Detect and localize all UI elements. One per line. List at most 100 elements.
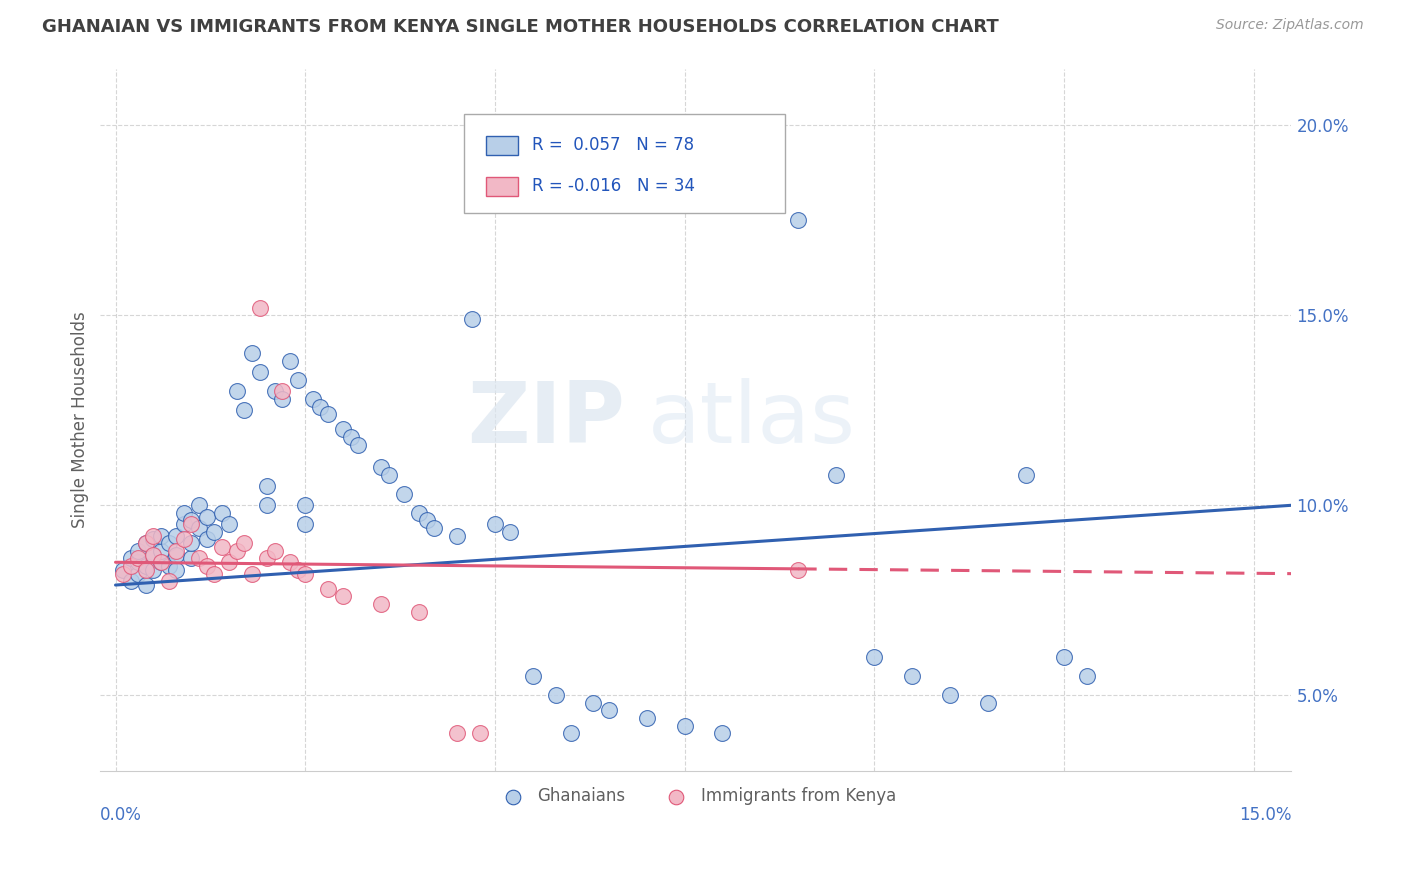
Point — [180, 536, 202, 550]
Point — [522, 669, 544, 683]
Point — [135, 578, 157, 592]
Point — [408, 605, 430, 619]
FancyBboxPatch shape — [464, 114, 785, 212]
Point — [135, 559, 157, 574]
Point — [339, 430, 361, 444]
Point — [711, 726, 734, 740]
Point — [165, 563, 187, 577]
Point — [316, 407, 339, 421]
Y-axis label: Single Mother Households: Single Mother Households — [72, 311, 89, 528]
Point — [415, 513, 437, 527]
Point — [316, 582, 339, 596]
Point — [749, 156, 772, 170]
Point — [150, 544, 173, 558]
Point — [271, 392, 294, 406]
Point — [294, 517, 316, 532]
Point — [202, 524, 225, 539]
Point — [263, 384, 285, 399]
Point — [120, 574, 142, 589]
Point — [188, 551, 211, 566]
Point — [377, 467, 399, 482]
Point — [287, 373, 309, 387]
Point — [468, 726, 491, 740]
Point — [1015, 467, 1038, 482]
Legend: Ghanaians, Immigrants from Kenya: Ghanaians, Immigrants from Kenya — [489, 780, 903, 812]
Point — [173, 506, 195, 520]
Point — [370, 597, 392, 611]
Point — [423, 521, 446, 535]
Point — [939, 688, 962, 702]
Point — [195, 533, 218, 547]
Point — [135, 536, 157, 550]
Point — [977, 696, 1000, 710]
Point — [180, 513, 202, 527]
Point — [195, 509, 218, 524]
Point — [120, 551, 142, 566]
Text: R =  0.057   N = 78: R = 0.057 N = 78 — [531, 136, 693, 154]
Point — [256, 498, 278, 512]
Point — [446, 529, 468, 543]
Point — [165, 529, 187, 543]
Point — [271, 384, 294, 399]
Point — [142, 533, 165, 547]
Point — [127, 555, 149, 569]
Point — [256, 479, 278, 493]
Point — [127, 544, 149, 558]
Point — [157, 574, 180, 589]
Text: ZIP: ZIP — [467, 378, 624, 461]
Point — [150, 555, 173, 569]
Point — [1076, 669, 1098, 683]
Point — [157, 536, 180, 550]
Point — [484, 517, 506, 532]
Point — [787, 563, 810, 577]
Point — [165, 544, 187, 558]
Point — [263, 544, 285, 558]
Text: GHANAIAN VS IMMIGRANTS FROM KENYA SINGLE MOTHER HOUSEHOLDS CORRELATION CHART: GHANAIAN VS IMMIGRANTS FROM KENYA SINGLE… — [42, 18, 998, 36]
Point — [1053, 650, 1076, 665]
FancyBboxPatch shape — [486, 136, 519, 154]
Point — [112, 566, 135, 581]
Point — [278, 555, 301, 569]
Point — [180, 551, 202, 566]
Point — [278, 354, 301, 368]
Point — [233, 403, 256, 417]
Point — [226, 384, 249, 399]
Point — [301, 392, 323, 406]
Point — [787, 213, 810, 227]
Point — [240, 566, 263, 581]
Point — [499, 524, 522, 539]
Point — [408, 506, 430, 520]
Text: 15.0%: 15.0% — [1239, 806, 1292, 824]
Point — [150, 529, 173, 543]
Point — [294, 566, 316, 581]
Point — [202, 566, 225, 581]
Point — [294, 498, 316, 512]
Point — [150, 555, 173, 569]
FancyBboxPatch shape — [486, 177, 519, 195]
Point — [332, 422, 354, 436]
Point — [211, 506, 233, 520]
Point — [142, 548, 165, 562]
Point — [863, 650, 886, 665]
Point — [249, 365, 271, 379]
Point — [560, 726, 582, 740]
Point — [392, 487, 415, 501]
Point — [211, 540, 233, 554]
Point — [218, 517, 240, 532]
Point — [287, 563, 309, 577]
Text: 0.0%: 0.0% — [100, 806, 142, 824]
Point — [240, 346, 263, 360]
Point — [673, 718, 696, 732]
Point — [127, 551, 149, 566]
Point — [112, 563, 135, 577]
Point — [347, 437, 370, 451]
Point — [461, 312, 484, 326]
Point — [446, 726, 468, 740]
Point — [370, 460, 392, 475]
Point — [636, 711, 658, 725]
Point — [142, 548, 165, 562]
Point — [120, 559, 142, 574]
Point — [142, 563, 165, 577]
Point — [582, 696, 605, 710]
Point — [188, 498, 211, 512]
